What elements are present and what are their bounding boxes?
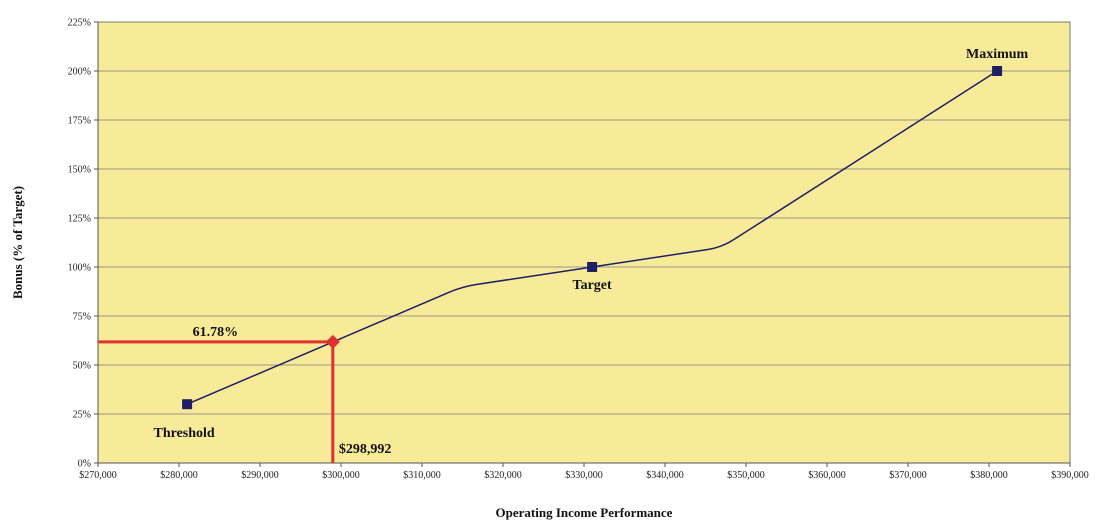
x-tick-label: $310,000: [403, 470, 441, 481]
y-tick-label: 225%: [68, 18, 91, 29]
x-tick-label: $280,000: [160, 470, 198, 481]
marker-label-threshold: Threshold: [153, 426, 214, 441]
y-tick-label: 50%: [73, 361, 91, 372]
x-tick-label: $320,000: [484, 470, 522, 481]
x-tick-label: $360,000: [808, 470, 846, 481]
y-tick-label: 200%: [68, 67, 91, 78]
x-tick-label: $300,000: [322, 470, 360, 481]
plot-area: [97, 21, 1071, 464]
marker-maximum: [992, 66, 1003, 76]
y-tick-label: 100%: [68, 263, 91, 274]
x-axis-ticks: $270,000 $280,000 $290,000 $300,000 $310,000…: [79, 463, 1089, 481]
y-tick-label: 150%: [68, 165, 91, 176]
x-axis-title: Operating Income Performance: [496, 505, 673, 520]
highlight-y-label: 61.78%: [193, 325, 239, 340]
x-tick-label: $350,000: [727, 470, 765, 481]
x-tick-label: $390,000: [1051, 470, 1089, 481]
y-tick-label: 75%: [73, 312, 91, 323]
x-tick-label: $290,000: [241, 470, 279, 481]
x-tick-label: $370,000: [889, 470, 927, 481]
highlight-point: [325, 334, 340, 349]
x-tick-label: $330,000: [565, 470, 603, 481]
gridlines: [98, 21, 1070, 415]
marker-label-target: Target: [573, 278, 612, 293]
y-tick-label: 175%: [68, 116, 91, 127]
marker-target: [587, 262, 598, 272]
y-axis-ticks: 0% 25% 50% 75% 100% 125% 150% 175% 200% 225%: [68, 18, 98, 470]
x-tick-label: $270,000: [79, 470, 117, 481]
markers: Threshold Target Maximum: [153, 47, 1028, 441]
x-tick-label: $340,000: [646, 470, 684, 481]
marker-label-maximum: Maximum: [966, 47, 1029, 62]
y-tick-label: 125%: [68, 214, 91, 225]
x-tick-label: $380,000: [970, 470, 1008, 481]
y-axis-title: Bonus (% of Target): [10, 186, 25, 299]
highlight-x-label: $298,992: [339, 442, 392, 457]
y-tick-label: 25%: [73, 410, 91, 421]
y-tick-label: 0%: [78, 459, 91, 470]
highlight-annotation: 61.78% $298,992: [98, 325, 391, 463]
marker-threshold: [182, 399, 193, 410]
